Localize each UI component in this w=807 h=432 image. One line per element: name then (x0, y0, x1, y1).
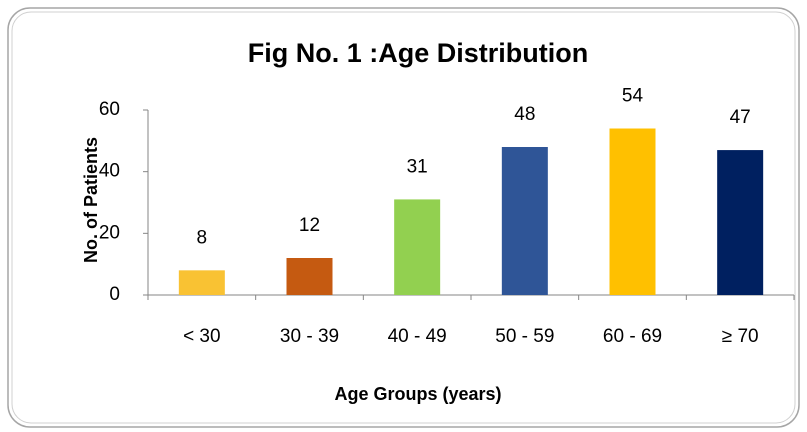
x-axis-title: Age Groups (years) (334, 384, 501, 404)
y-tick-label: 60 (99, 99, 120, 120)
value-label: 12 (299, 215, 320, 236)
value-label: 31 (407, 156, 428, 177)
x-tick-label: 50 - 59 (495, 326, 554, 347)
y-axis-title: No. of Patients (81, 137, 101, 263)
bar (178, 270, 225, 295)
chart-title: Fig No. 1 :Age Distribution (248, 38, 588, 68)
bar (501, 147, 548, 295)
value-label: 48 (514, 104, 535, 125)
bar (394, 199, 441, 295)
x-tick-label: 60 - 69 (603, 326, 662, 347)
bar (609, 128, 656, 295)
bar (286, 258, 333, 295)
y-tick-label: 0 (109, 284, 120, 305)
chart-frame-inner (11, 11, 796, 424)
x-tick-label: < 30 (183, 326, 221, 347)
value-label: 54 (622, 86, 644, 107)
y-tick-label: 40 (99, 161, 120, 182)
x-tick-label: 40 - 49 (388, 326, 447, 347)
x-tick-label: ≥ 70 (722, 326, 759, 347)
value-label: 47 (730, 107, 751, 128)
value-label: 8 (197, 227, 208, 248)
bar (717, 150, 764, 295)
x-tick-label: 30 - 39 (280, 326, 339, 347)
y-tick-label: 20 (99, 222, 120, 243)
